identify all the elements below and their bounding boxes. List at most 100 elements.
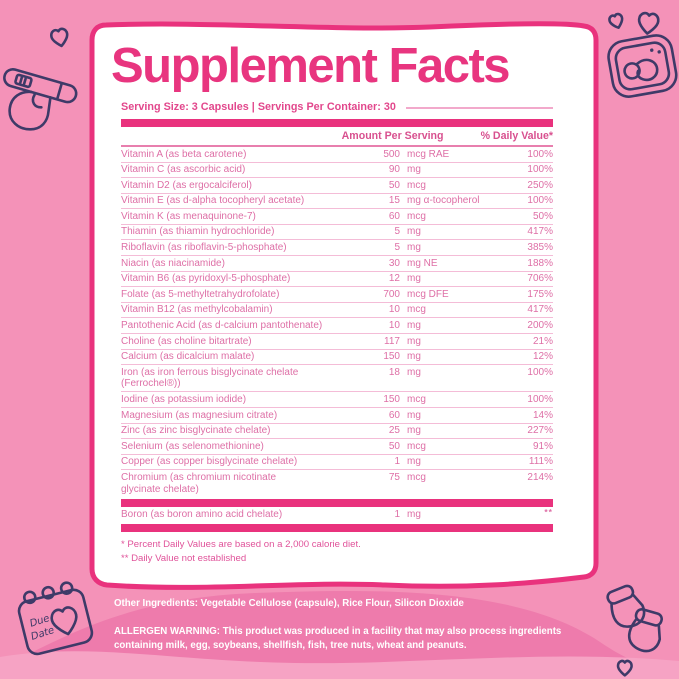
nutrient-daily-value: 175% [527,288,553,300]
nutrient-name: Niacin (as niacinamide) [121,257,225,269]
nutrient-unit: mcg [407,394,426,406]
nutrient-unit: mcg [407,471,426,483]
nutrient-name: Choline (as choline bitartrate) [121,335,252,347]
table-row: Calcium (as dicalcium malate) 150 mg 12% [121,350,553,366]
nutrient-amount: 150 [383,394,400,406]
nutrient-amount: 1 [394,509,400,521]
table-row: Magnesium (as magnesium citrate) 60 mg 1… [121,408,553,424]
due-date-calendar-icon: Due Date [17,581,94,656]
divider-bar [121,498,553,507]
nutrient-unit: mg NE [407,257,438,269]
nutrient-name: Pantothenic Acid (as d-calcium pantothen… [121,319,323,331]
nutrient-daily-value: 417% [527,304,553,316]
nutrient-amount: 5 [394,242,400,254]
nutrient-name: Copper (as copper bisglycinate chelate) [121,456,298,468]
footnote-not-established: ** Daily Value not established [121,552,247,564]
table-row: Vitamin B6 (as pyridoxyl-5-phosphate) 12… [121,272,553,288]
nutrient-amount: 50 [388,440,400,452]
nutrient-amount: 15 [388,195,400,207]
table-row: Thiamin (as thiamin hydrochloride) 5 mg … [121,225,553,241]
heart-icon [50,27,69,48]
nutrient-daily-value: 91% [532,440,553,452]
table-row: Iron (as iron ferrous bisglycinate chela… [121,365,553,393]
nutrient-unit: mcg DFE [407,288,449,300]
nutrient-name: Magnesium (as magnesium citrate) [121,409,278,421]
nutrient-unit: mg [407,242,421,254]
nutrient-name: Iodine (as potassium iodide) [121,394,247,406]
nutrient-daily-value: 50% [532,210,553,222]
nutrient-unit: mcg RAE [407,148,450,160]
table-header: Amount Per Serving % Daily Value* [121,127,553,147]
table-row: Chromium (as chromium nicotinate glycinat… [121,470,553,496]
nutrient-name: Vitamin K (as menaquinone-7) [121,210,256,222]
heart-icon [50,606,78,636]
footnotes: * Percent Daily Values are based on a 2,… [121,538,553,567]
nutrient-daily-value: 227% [527,425,553,437]
facts-card [89,21,599,590]
nutrient-unit: mg [407,351,421,363]
table-row: Zinc (as zinc bisglycinate chelate) 25 m… [121,424,553,440]
nutrient-name: Iron (as iron ferrous bisglycinate chela… [121,366,299,390]
nutrient-name: Thiamin (as thiamin hydrochloride) [121,226,275,238]
nutrient-unit: mcg [407,179,426,191]
page-title: Supplement Facts [111,39,511,93]
table-row: Vitamin D2 (as ergocalciferol) 50 mcg 25… [121,178,553,194]
fetus-icon [623,58,659,82]
nutrient-name: Folate (as 5-methyltetrahydrofolate) [121,288,280,300]
table-row: Choline (as choline bitartrate) 117 mg 2… [121,334,553,350]
table-row: Selenium (as selenomethionine) 50 mcg 91… [121,439,553,455]
table-row: Vitamin A (as beta carotene) 500 mcg RAE… [121,147,553,163]
nutrient-name: Vitamin D2 (as ergocalciferol) [121,179,252,191]
header-daily-value: % Daily Value* [480,130,553,142]
nutrient-amount: 75 [388,471,400,483]
nutrient-amount: 1 [394,456,400,468]
nutrient-daily-value: 188% [527,257,553,269]
nutrient-daily-value: 417% [527,226,553,238]
table-row: Vitamin B12 (as methylcobalamin) 10 mcg … [121,303,553,319]
nutrient-unit: mg [407,226,421,238]
nutrient-amount: 12 [388,273,400,285]
nutrient-daily-value: 100% [527,394,553,406]
nutrient-unit: mg [407,425,421,437]
supplement-facts-panel: Serving Size: 3 Capsules | Servings Per … [121,101,553,566]
header-spacer [121,130,231,142]
bottom-wave [0,651,679,679]
heart-icon [616,659,633,677]
nutrient-amount: 30 [388,257,400,269]
table-row: Boron (as boron amino acid chelate) 1 mg… [121,507,553,524]
nutrient-amount: 25 [388,425,400,437]
heart-icon [637,11,660,35]
facts-rows: Vitamin A (as beta carotene) 500 mcg RAE… [121,147,553,497]
table-row: Niacin (as niacinamide) 30 mg NE 188% [121,256,553,272]
nutrient-name: Chromium (as chromium nicotinate glycinat… [121,471,277,495]
nutrient-name: Boron (as boron amino acid chelate) [121,509,283,521]
nutrient-daily-value: 100% [527,195,553,207]
table-row: Vitamin K (as menaquinone-7) 60 mcg 50% [121,209,553,225]
nutrient-daily-value: 12% [532,351,553,363]
nutrient-daily-value: 250% [527,179,553,191]
table-row: Folate (as 5-methyltetrahydrofolate) 700… [121,287,553,303]
nutrient-daily-value: 100% [527,164,553,176]
serving-info: Serving Size: 3 Capsules | Servings Per … [121,101,553,113]
divider-bar [121,119,553,127]
nutrient-unit: mcg [407,440,426,452]
nutrient-amount: 60 [388,409,400,421]
allergen-warning-text: ALLERGEN WARNING: This product was produ… [114,626,562,651]
nutrient-daily-value: 200% [527,319,553,331]
nutrient-daily-value: 21% [532,335,553,347]
heart-icon [608,12,624,29]
nutrient-amount: 117 [384,335,400,347]
footnote-daily-values: * Percent Daily Values are based on a 2,… [121,538,361,550]
nutrient-name: Vitamin E (as d-alpha tocopheryl acetate… [121,195,305,207]
nutrient-unit: mg [407,456,421,468]
nutrient-daily-value: 706% [527,273,553,285]
serving-line: Serving Size: 3 Capsules | Servings Per … [121,101,396,113]
nutrient-amount: 60 [388,210,400,222]
nutrient-name: Vitamin B6 (as pyridoxyl-5-phosphate) [121,273,291,285]
nutrient-unit: mg α-tocopherol [407,195,480,207]
header-amount-per-serving: Amount Per Serving [341,130,444,142]
nutrient-unit: mg [407,273,421,285]
nutrient-name: Riboflavin (as riboflavin-5-phosphate) [121,242,287,254]
